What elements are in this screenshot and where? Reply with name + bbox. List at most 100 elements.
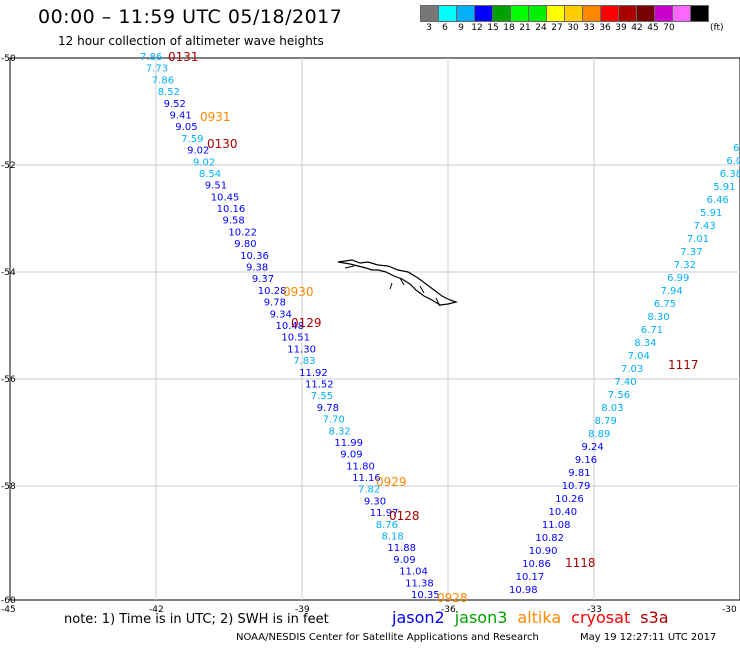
legend-item-cryosat: cryosat bbox=[571, 608, 631, 627]
wave-height-value: 6.75 bbox=[654, 299, 676, 310]
wave-height-value: 9.05 bbox=[175, 122, 197, 133]
wave-height-value: 7.04 bbox=[628, 351, 650, 362]
wave-height-value: 7.03 bbox=[621, 364, 643, 375]
map-frame bbox=[9, 57, 740, 601]
wave-height-value: 7.86 bbox=[140, 52, 162, 63]
latitude-tick-label: -54 bbox=[1, 268, 16, 278]
pass-time-label: 0931 bbox=[200, 110, 231, 124]
pass-time-label: 0929 bbox=[376, 475, 407, 489]
wave-height-value: 9.09 bbox=[393, 555, 415, 566]
color-swatch bbox=[690, 5, 709, 22]
wave-height-value: 8.34 bbox=[634, 338, 656, 349]
latitude-tick-label: -58 bbox=[1, 482, 16, 492]
wave-height-value: 7.59 bbox=[181, 134, 203, 145]
color-scale-label: 36 bbox=[599, 23, 611, 33]
credit-line: NOAA/NESDIS Center for Satellite Applica… bbox=[236, 632, 539, 643]
wave-height-value: 7.86 bbox=[152, 75, 174, 86]
wave-height-value: 11.97 bbox=[370, 508, 399, 519]
wave-height-value: 6.38 bbox=[720, 169, 740, 180]
legend-item-jason2: jason2 bbox=[392, 608, 445, 627]
axis-tick-labels: -50 -52 -54 -56 -58 -60-45 -42 -39 -36 -33 -30 bbox=[1, 54, 737, 615]
satellite-legend: jason2 jason3 altika cryosat s3a bbox=[392, 608, 679, 627]
wave-height-value: 11.99 bbox=[334, 438, 363, 449]
wave-height-value: 11.92 bbox=[299, 368, 328, 379]
wave-height-value: 11.16 bbox=[352, 473, 381, 484]
color-scale-label: 70 bbox=[663, 23, 675, 33]
color-scale-label: 27 bbox=[551, 23, 563, 33]
color-scale-label: 42 bbox=[631, 23, 643, 33]
wave-height-value: 6.71 bbox=[641, 325, 663, 336]
wave-height-value: 9.51 bbox=[205, 181, 227, 192]
wave-height-value: 8.89 bbox=[588, 429, 610, 440]
color-scale-unit: (ft) bbox=[710, 23, 724, 33]
pass-time-label: 0131 bbox=[168, 50, 199, 64]
wave-height-value: 8.32 bbox=[329, 426, 351, 437]
wave-height-value: 7.40 bbox=[614, 377, 636, 388]
wave-height-value: 8.79 bbox=[595, 416, 617, 427]
graticule bbox=[10, 58, 740, 600]
wave-height-value: 7.55 bbox=[311, 391, 333, 402]
wave-height-value: 7.56 bbox=[608, 390, 630, 401]
east-track-values: 6 6.0 6.38 5.91 6.46 5.91 7.43 7.01 7.37 7.32 6.99… bbox=[509, 143, 740, 596]
legend-item-altika: altika bbox=[517, 608, 562, 627]
wave-height-value: 11.88 bbox=[387, 543, 416, 554]
wave-height-value: 10.45 bbox=[211, 192, 240, 203]
pass-time-label: 0130 bbox=[207, 137, 238, 151]
wave-height-value: 9.78 bbox=[317, 403, 339, 414]
latitude-tick-label: -52 bbox=[1, 161, 16, 171]
color-scale-label: 6 bbox=[442, 23, 448, 33]
color-scale-label: 39 bbox=[615, 23, 627, 33]
wave-height-value: 9.30 bbox=[364, 496, 386, 507]
wave-height-value: 9.09 bbox=[340, 450, 362, 461]
wave-height-value: 7.37 bbox=[680, 247, 702, 258]
longitude-tick-label: -45 bbox=[1, 605, 16, 615]
wave-height-value: 11.80 bbox=[346, 461, 375, 472]
latitude-tick-label: -50 bbox=[1, 54, 16, 64]
pass-time-label: 0128 bbox=[389, 509, 420, 523]
color-scale-labels: 3 6 9 12 15 18 21 24 27 30 33 36 39 42 45 70 bbox=[421, 23, 677, 35]
wave-height-value: 9.41 bbox=[170, 111, 192, 122]
longitude-tick-label: -36 bbox=[441, 605, 456, 615]
wave-height-value: 6.0 bbox=[726, 156, 740, 167]
wave-height-value: 9.80 bbox=[234, 239, 256, 250]
wave-height-value: 10.36 bbox=[240, 251, 269, 262]
wave-height-value: 9.24 bbox=[582, 442, 604, 453]
wave-height-value: 8.18 bbox=[382, 532, 404, 543]
longitude-tick-label: -33 bbox=[587, 605, 602, 615]
wave-height-value: 6 bbox=[733, 143, 739, 154]
wave-height-value: 10.48 bbox=[276, 321, 305, 332]
wave-height-value: 7.73 bbox=[146, 64, 168, 75]
pass-time-label: 0129 bbox=[291, 316, 322, 330]
wave-height-value: 9.02 bbox=[193, 157, 215, 168]
color-scale-label: 24 bbox=[535, 23, 547, 33]
wave-height-value: 10.16 bbox=[217, 204, 246, 215]
pass-time-label: 1117 bbox=[668, 358, 699, 372]
wave-height-value: 10.40 bbox=[549, 507, 578, 518]
wave-height-value: 10.17 bbox=[516, 572, 545, 583]
pass-time-label: 1118 bbox=[565, 556, 596, 570]
wave-height-value: 9.38 bbox=[246, 263, 268, 274]
wave-height-value: 7.01 bbox=[687, 234, 709, 245]
wave-height-value: 7.70 bbox=[323, 415, 345, 426]
wave-height-value: 8.52 bbox=[158, 87, 180, 98]
wave-height-value: 8.30 bbox=[647, 312, 669, 323]
wave-height-value: 10.28 bbox=[258, 286, 287, 297]
wave-height-value: 7.94 bbox=[661, 286, 683, 297]
wave-height-value: 8.76 bbox=[376, 520, 398, 531]
wave-height-value: 11.08 bbox=[542, 520, 571, 531]
wave-height-value: 7.83 bbox=[293, 356, 315, 367]
wave-height-value: 10.90 bbox=[529, 546, 558, 557]
wave-height-value: 10.82 bbox=[535, 533, 564, 544]
color-scale-label: 21 bbox=[519, 23, 531, 33]
legend-item-s3a: s3a bbox=[640, 608, 669, 627]
south-georgia-coast-detail bbox=[344, 265, 441, 307]
wave-height-value: 10.98 bbox=[509, 585, 538, 596]
wave-height-value: 5.91 bbox=[713, 182, 735, 193]
pass-time-label: 0930 bbox=[283, 285, 314, 299]
wave-height-value: 7.32 bbox=[674, 260, 696, 271]
color-scale-bar bbox=[420, 5, 709, 22]
wave-height-value: 9.58 bbox=[223, 216, 245, 227]
wave-height-value: 11.38 bbox=[405, 578, 434, 589]
latitude-tick-label: -56 bbox=[1, 375, 16, 385]
